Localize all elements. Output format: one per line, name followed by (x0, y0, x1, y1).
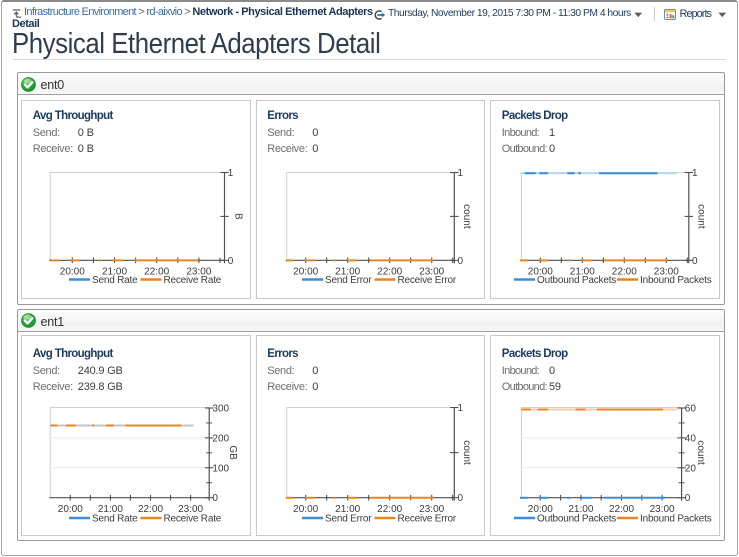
svg-text:22:00: 22:00 (609, 504, 634, 515)
svg-text:20:00: 20:00 (528, 267, 553, 278)
svg-text:0: 0 (212, 493, 218, 504)
svg-text:Inbound Packets: Inbound Packets (640, 513, 712, 524)
svg-text:23:00: 23:00 (650, 504, 675, 515)
svg-text:21:00: 21:00 (570, 267, 595, 278)
svg-text:22:00: 22:00 (377, 504, 402, 515)
svg-text:23:00: 23:00 (419, 504, 444, 515)
svg-text:21:00: 21:00 (102, 267, 127, 278)
svg-text:21:00: 21:00 (335, 267, 360, 278)
svg-text:B: B (233, 213, 244, 220)
svg-text:20:00: 20:00 (60, 267, 85, 278)
svg-text:23:00: 23:00 (419, 267, 444, 278)
svg-text:count: count (695, 440, 706, 465)
svg-text:0: 0 (457, 256, 463, 267)
svg-text:Send Error: Send Error (325, 275, 372, 286)
svg-text:1: 1 (692, 168, 698, 179)
svg-text:20:00: 20:00 (293, 504, 318, 515)
svg-text:21:00: 21:00 (568, 504, 593, 515)
svg-text:300: 300 (212, 403, 229, 414)
svg-text:22:00: 22:00 (138, 504, 163, 515)
svg-text:23:00: 23:00 (178, 504, 203, 515)
svg-text:23:00: 23:00 (186, 267, 211, 278)
svg-text:21:00: 21:00 (98, 504, 123, 515)
svg-text:Send Rate: Send Rate (92, 275, 138, 286)
svg-text:23:00: 23:00 (654, 267, 679, 278)
svg-text:GB: GB (227, 445, 238, 460)
svg-text:40: 40 (685, 433, 697, 444)
svg-text:count: count (696, 204, 707, 229)
svg-text:count: count (461, 440, 472, 465)
svg-text:Outbound Packets: Outbound Packets (537, 275, 616, 286)
svg-text:20:00: 20:00 (528, 504, 553, 515)
svg-text:20:00: 20:00 (293, 267, 318, 278)
svg-text:1: 1 (457, 403, 463, 414)
svg-text:Inbound Packets: Inbound Packets (640, 275, 712, 286)
svg-text:60: 60 (685, 403, 697, 414)
svg-text:20: 20 (685, 463, 697, 474)
svg-text:0: 0 (685, 493, 691, 504)
svg-text:0: 0 (692, 256, 698, 267)
svg-text:1: 1 (457, 168, 463, 179)
svg-text:22:00: 22:00 (377, 267, 402, 278)
svg-text:Receive Rate: Receive Rate (164, 513, 222, 524)
svg-text:22:00: 22:00 (612, 267, 637, 278)
svg-text:Receive Error: Receive Error (397, 513, 456, 524)
svg-text:Receive Error: Receive Error (397, 275, 456, 286)
svg-text:22:00: 22:00 (144, 267, 169, 278)
svg-text:0: 0 (457, 493, 463, 504)
svg-text:200: 200 (212, 433, 229, 444)
svg-text:count: count (461, 204, 472, 229)
svg-text:100: 100 (212, 463, 229, 474)
svg-text:Receive Rate: Receive Rate (164, 275, 222, 286)
svg-text:Send Rate: Send Rate (92, 513, 138, 524)
svg-text:21:00: 21:00 (335, 504, 360, 515)
svg-text:20:00: 20:00 (58, 504, 83, 515)
svg-text:0: 0 (228, 256, 234, 267)
svg-text:Outbound Packets: Outbound Packets (537, 513, 616, 524)
svg-text:Send Error: Send Error (325, 513, 372, 524)
svg-text:1: 1 (228, 168, 234, 179)
